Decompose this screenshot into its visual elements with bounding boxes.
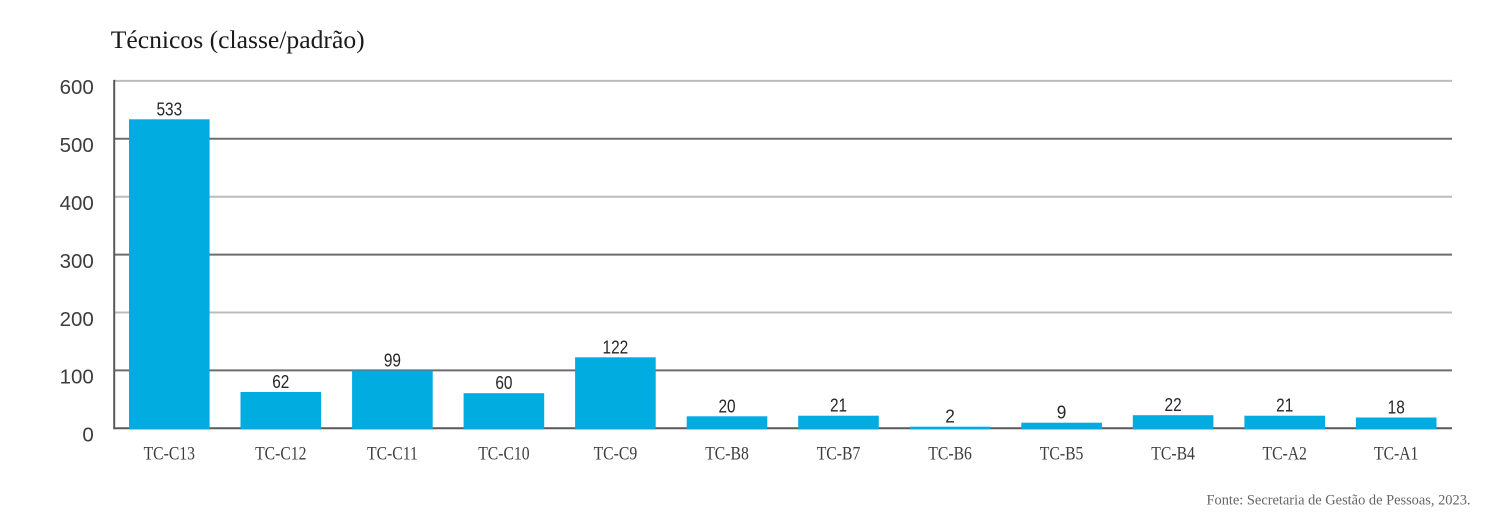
svg-text:0: 0 bbox=[82, 424, 93, 447]
svg-text:TC-B7: TC-B7 bbox=[817, 443, 861, 464]
svg-text:TC-A2: TC-A2 bbox=[1263, 443, 1307, 464]
svg-text:18: 18 bbox=[1388, 397, 1405, 418]
svg-text:9: 9 bbox=[1057, 402, 1067, 423]
svg-text:60: 60 bbox=[495, 372, 512, 393]
svg-text:TC-C13: TC-C13 bbox=[144, 443, 195, 464]
svg-text:TC-C11: TC-C11 bbox=[367, 443, 418, 464]
svg-text:62: 62 bbox=[272, 371, 289, 392]
svg-text:TC-C12: TC-C12 bbox=[255, 443, 306, 464]
svg-text:20: 20 bbox=[718, 395, 735, 416]
svg-text:21: 21 bbox=[830, 395, 847, 416]
svg-text:533: 533 bbox=[156, 98, 182, 119]
svg-text:TC-B4: TC-B4 bbox=[1151, 443, 1195, 464]
svg-text:99: 99 bbox=[384, 350, 401, 371]
svg-text:21: 21 bbox=[1276, 395, 1293, 416]
svg-text:TC-C9: TC-C9 bbox=[594, 443, 638, 464]
svg-text:500: 500 bbox=[60, 134, 94, 157]
svg-text:TC-B6: TC-B6 bbox=[928, 443, 972, 464]
svg-text:TC-B8: TC-B8 bbox=[705, 443, 749, 464]
svg-text:400: 400 bbox=[60, 192, 94, 215]
svg-text:300: 300 bbox=[60, 250, 94, 273]
svg-text:22: 22 bbox=[1165, 394, 1182, 415]
svg-text:TC-B5: TC-B5 bbox=[1040, 443, 1084, 464]
svg-text:Fonte: Secretaria de Gestão de: Fonte: Secretaria de Gestão de Pessoas, … bbox=[1207, 493, 1471, 509]
svg-text:TC-C10: TC-C10 bbox=[478, 443, 529, 464]
svg-text:Técnicos (classe/padrão): Técnicos (classe/padrão) bbox=[111, 25, 365, 54]
svg-text:TC-A1: TC-A1 bbox=[1374, 443, 1418, 464]
svg-text:200: 200 bbox=[60, 308, 94, 331]
svg-text:100: 100 bbox=[60, 366, 94, 389]
svg-text:600: 600 bbox=[60, 76, 94, 99]
svg-text:2: 2 bbox=[945, 406, 955, 427]
svg-text:122: 122 bbox=[603, 336, 629, 357]
